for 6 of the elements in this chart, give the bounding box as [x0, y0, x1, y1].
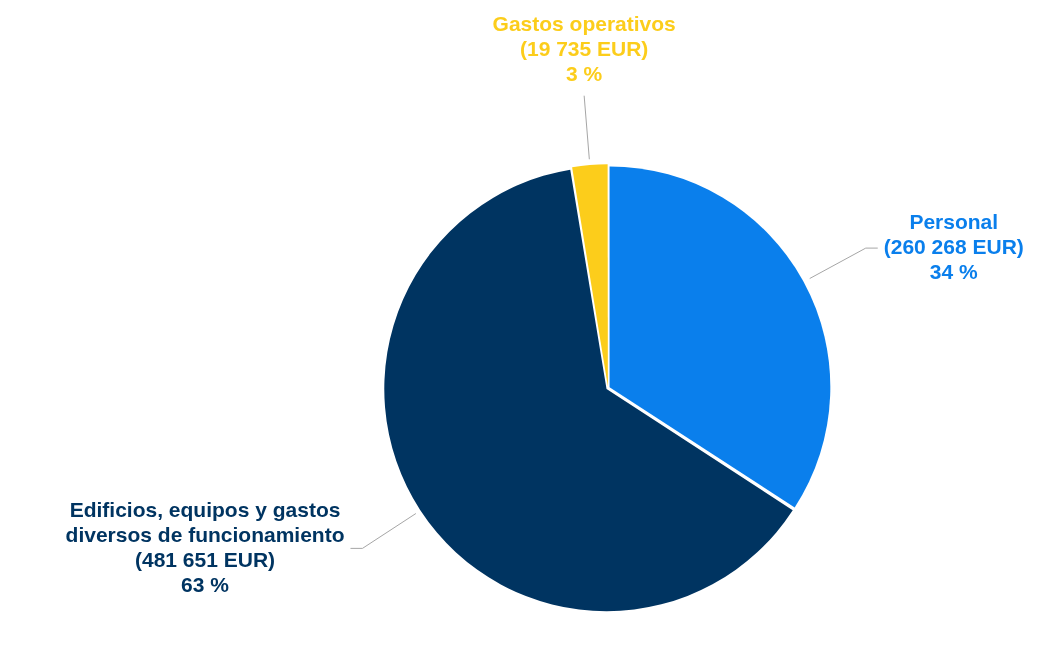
- data-label: (481 651 EUR) 63 %: [135, 547, 276, 596]
- data-label: (260 268 EUR) 34 %: [883, 234, 1024, 283]
- slice-label: Personal: [909, 209, 999, 233]
- slice-label: Gastos operativos: [492, 12, 676, 35]
- data-label: (19 735 EUR) 3 %: [519, 37, 649, 85]
- slice-label: Edificios, equipos y gastos diversos de funcionamiento: [65, 497, 345, 546]
